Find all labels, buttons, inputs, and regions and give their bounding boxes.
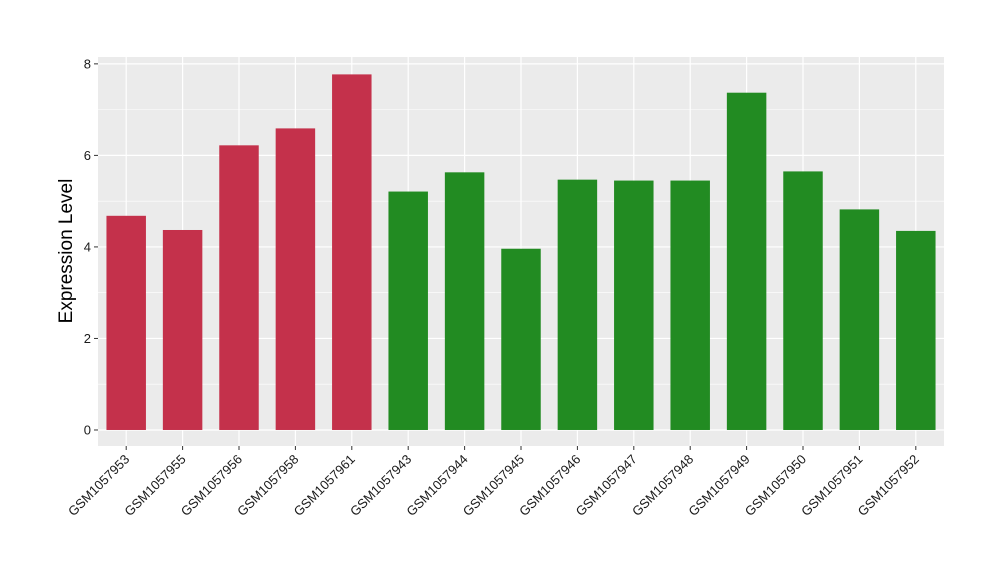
bar-GSM1057961	[332, 74, 372, 430]
bar-GSM1057948	[670, 180, 710, 430]
bar-GSM1057943	[388, 191, 428, 430]
y-tick-label: 6	[84, 148, 91, 163]
bar-GSM1057946	[557, 179, 598, 430]
y-tick-label: 0	[84, 422, 91, 437]
bar-GSM1057952	[896, 230, 936, 430]
x-axis: GSM1057953GSM1057955GSM1057956GSM1057958…	[65, 446, 922, 519]
y-axis-title: Expression Level	[56, 179, 77, 324]
y-tick-label: 2	[84, 331, 91, 346]
bar-GSM1057953	[106, 215, 146, 430]
bars	[106, 74, 936, 430]
y-tick-label: 4	[84, 239, 91, 254]
bar-GSM1057956	[219, 145, 259, 430]
bar-GSM1057950	[783, 171, 823, 430]
y-tick-label: 8	[84, 56, 91, 71]
bar-GSM1057958	[275, 128, 316, 430]
bar-GSM1057949	[726, 92, 767, 430]
bar-GSM1057944	[444, 172, 485, 430]
bar-GSM1057945	[501, 248, 541, 430]
bar-GSM1057947	[614, 180, 654, 430]
bar-GSM1057955	[162, 229, 203, 430]
bar-GSM1057951	[839, 209, 880, 430]
y-axis: 0 2 4 6 8	[84, 56, 98, 437]
